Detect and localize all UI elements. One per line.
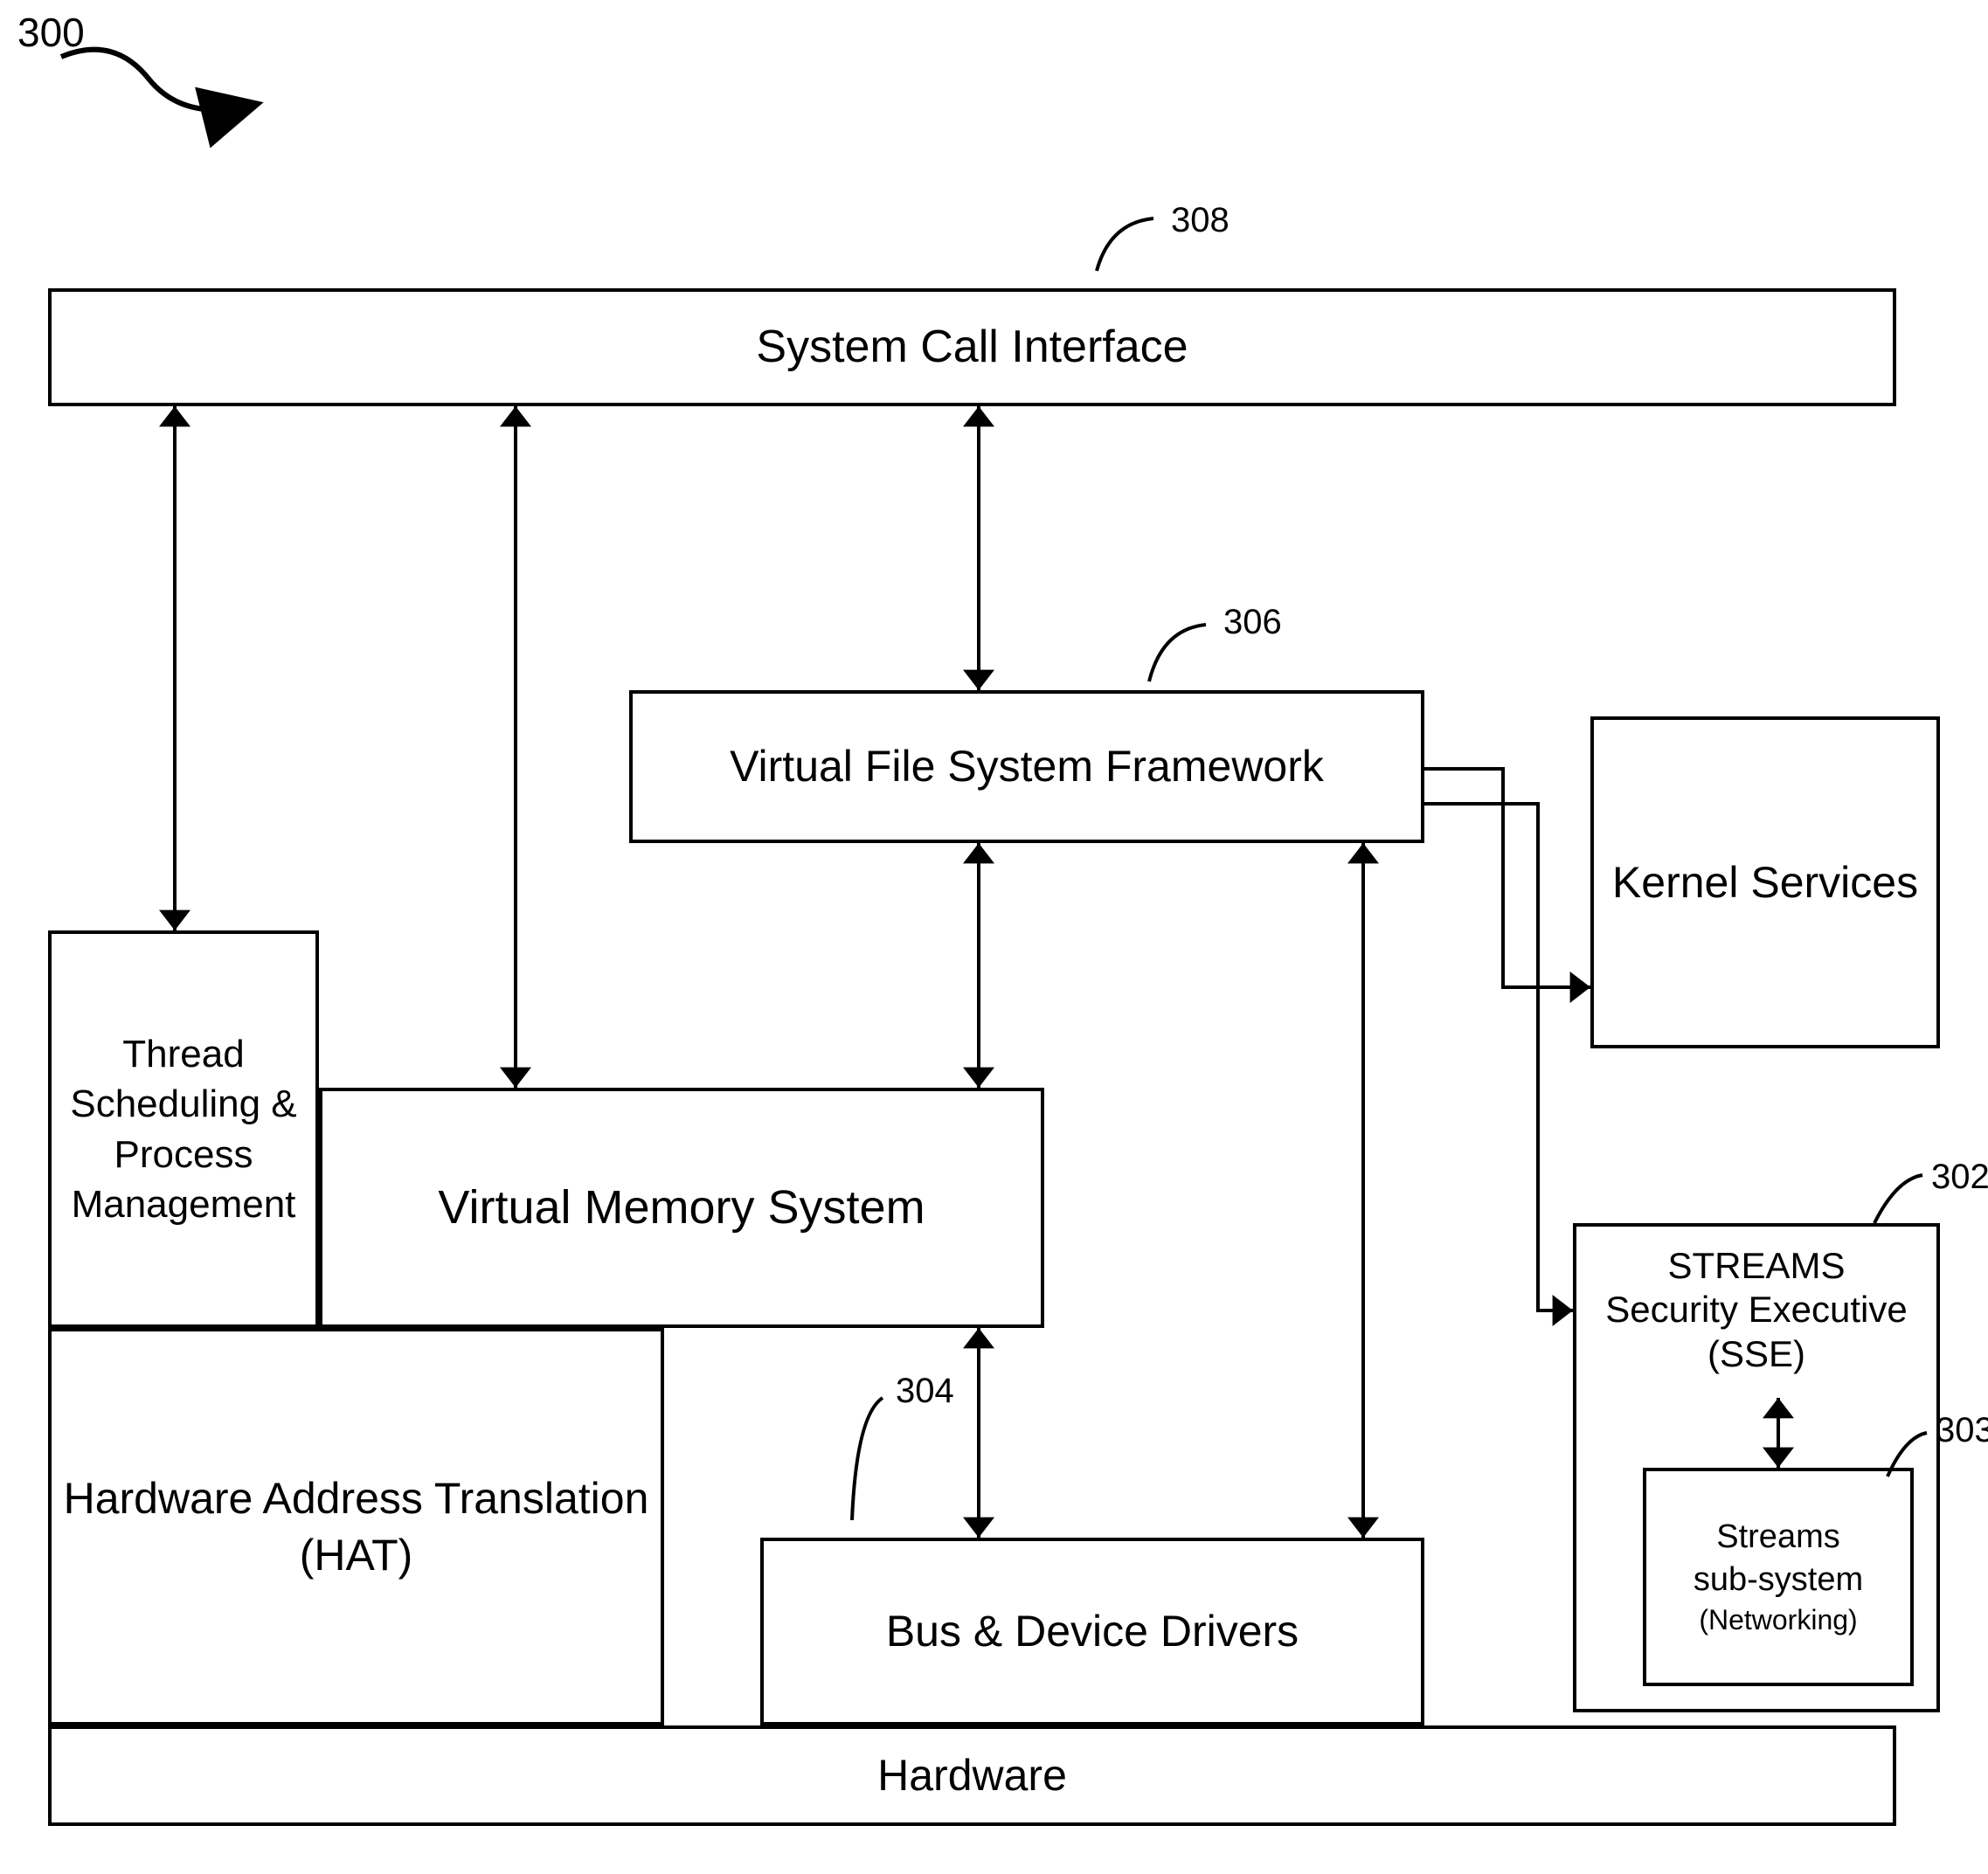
- box-thread-scheduling: Thread Scheduling & Process Management: [48, 930, 319, 1328]
- elbow-vfs-kernel: [1424, 769, 1590, 987]
- elbow-vfs-sse: [1424, 804, 1573, 1310]
- box-virtual-memory-system: Virtual Memory System: [319, 1088, 1044, 1328]
- callout-curve-302: [1874, 1175, 1922, 1223]
- box-label: System Call Interface: [756, 318, 1188, 377]
- box-virtual-file-system: Virtual File System Framework: [629, 690, 1424, 843]
- subsys-line: Streams: [1716, 1516, 1839, 1559]
- box-kernel-services: Kernel Services: [1590, 716, 1940, 1048]
- box-label: Kernel Services: [1612, 854, 1918, 911]
- box-label: Bus & Device Drivers: [886, 1603, 1299, 1660]
- box-label: Hardware Address Translation (HAT): [59, 1470, 654, 1584]
- ref-label-302: 302: [1931, 1158, 1988, 1197]
- box-hardware-address-translation: Hardware Address Translation (HAT): [48, 1328, 664, 1725]
- box-label: Virtual Memory System: [438, 1177, 925, 1238]
- ref-label-306: 306: [1223, 603, 1282, 642]
- sse-title: STREAMSSecurity Executive(SSE): [1605, 1244, 1907, 1376]
- callout-curve-308: [1097, 218, 1153, 271]
- callout-curve-306: [1149, 625, 1206, 681]
- box-bus-device-drivers: Bus & Device Drivers: [760, 1538, 1424, 1725]
- ref-label-304: 304: [896, 1372, 954, 1411]
- callout-curve-304: [852, 1398, 883, 1520]
- ref-label-308: 308: [1171, 201, 1230, 240]
- box-label: Hardware: [877, 1747, 1067, 1804]
- box-system-call-interface: System Call Interface: [48, 288, 1896, 406]
- box-hardware: Hardware: [48, 1725, 1896, 1826]
- box-streams-subsystem: Streamssub-system(Networking): [1643, 1468, 1914, 1686]
- ref-label-303: 303: [1936, 1411, 1988, 1450]
- system-architecture-diagram: 300 System Call Interface Virtual File S…: [0, 0, 1988, 1874]
- figure-ref-300: 300: [17, 9, 85, 56]
- subsys-line: (Networking): [1699, 1602, 1857, 1639]
- subsys-line: sub-system: [1694, 1559, 1863, 1601]
- box-label: Thread Scheduling & Process Management: [59, 1029, 308, 1229]
- box-label: Virtual File System Framework: [730, 738, 1324, 795]
